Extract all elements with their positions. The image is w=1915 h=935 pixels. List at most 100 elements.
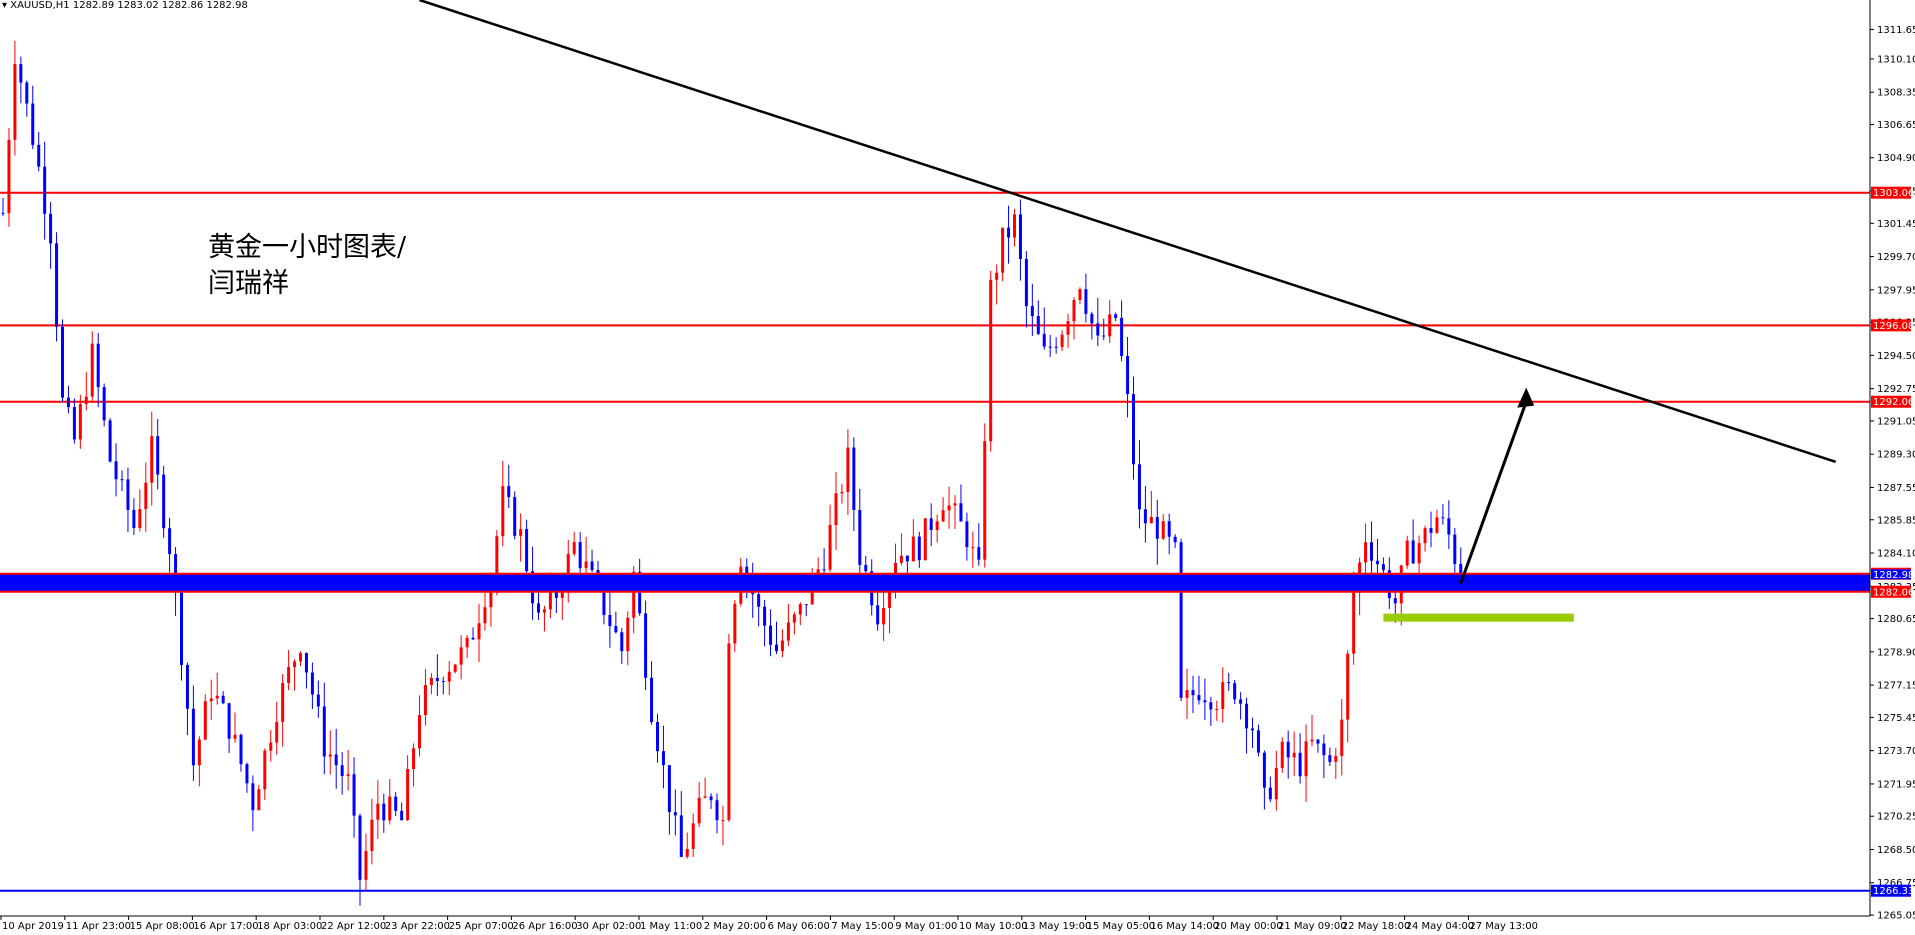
bear-candle xyxy=(602,581,606,615)
bull-candle xyxy=(477,623,481,640)
bull-candle xyxy=(1435,517,1439,533)
bull-candle xyxy=(697,797,701,824)
drawings xyxy=(419,0,1836,622)
bull-candle xyxy=(626,617,630,652)
y-tick-label: 1284.10 xyxy=(1877,549,1915,560)
bull-candle xyxy=(703,796,707,798)
x-tick-label: 2 May 20:00 xyxy=(704,921,766,932)
bear-candle xyxy=(1007,227,1011,238)
bear-candle xyxy=(745,566,749,577)
bull-candle xyxy=(519,529,523,536)
bear-candle xyxy=(340,765,344,777)
bear-candle xyxy=(1429,528,1433,533)
y-tick-label: 1292.75 xyxy=(1877,384,1915,395)
bull-candle xyxy=(923,518,927,561)
bear-candle xyxy=(644,613,648,678)
bull-candle xyxy=(1417,543,1421,564)
bear-candle xyxy=(763,606,767,626)
bull-candle xyxy=(418,715,421,749)
bull-candle xyxy=(989,279,993,442)
bear-candle xyxy=(1090,313,1094,324)
bull-candle xyxy=(423,685,427,716)
bear-candle xyxy=(959,503,963,522)
level-price-tag-text: 1296.08 xyxy=(1873,321,1914,332)
bear-candle xyxy=(977,547,981,560)
bear-candle xyxy=(1233,683,1237,700)
bull-candle xyxy=(792,614,796,623)
x-tick-label: 30 Apr 02:00 xyxy=(576,921,641,932)
level-price-tag-text: 1266.33 xyxy=(1873,886,1914,897)
bull-candle xyxy=(584,561,588,569)
bear-candle xyxy=(650,677,654,723)
bear-candle xyxy=(1298,752,1302,777)
bull-candle xyxy=(911,536,915,562)
bear-candle xyxy=(715,800,719,821)
bear-candle xyxy=(864,564,868,572)
level-price-tag xyxy=(1871,884,1911,897)
bear-candle xyxy=(578,542,582,569)
bear-candle xyxy=(1173,536,1177,543)
bull-candle xyxy=(447,671,451,682)
x-tick-label: 18 Apr 03:00 xyxy=(257,921,322,932)
bear-candle xyxy=(25,82,29,104)
y-tick-label: 1299.70 xyxy=(1877,252,1915,263)
bear-candle xyxy=(1126,355,1130,395)
bear-candle xyxy=(435,677,439,681)
bull-candle xyxy=(465,637,469,648)
y-tick-label: 1268.50 xyxy=(1877,845,1915,856)
bear-candle xyxy=(775,644,778,652)
bear-candle xyxy=(1251,728,1254,731)
price-axis: 1311.65 1310.10 1308.35 1306.65 1304.90 1303.… xyxy=(1869,0,1915,922)
annotation-line-1: 黄金一小时图表/ xyxy=(208,232,407,263)
bull-candle xyxy=(727,643,731,820)
bear-candle xyxy=(1018,214,1022,259)
bull-candle xyxy=(1334,755,1338,762)
bear-candle xyxy=(1239,699,1243,704)
bear-candle xyxy=(1197,695,1201,701)
bull-candle xyxy=(1072,300,1076,322)
bull-candle xyxy=(1292,752,1296,758)
bull-candle xyxy=(483,607,487,624)
bull-candle xyxy=(90,343,94,397)
bear-candle xyxy=(322,706,326,757)
bull-candle xyxy=(370,819,374,851)
symbol-name: XAUUSD,H1 xyxy=(10,0,70,11)
y-tick-label: 1277.15 xyxy=(1877,681,1915,692)
bear-candle xyxy=(965,521,969,548)
bull-candle xyxy=(1280,741,1284,768)
bull-candle xyxy=(542,609,546,613)
bull-candle xyxy=(560,588,564,598)
level-price-tag xyxy=(1871,585,1911,598)
x-tick-label: 25 Apr 07:00 xyxy=(449,921,514,932)
bear-candle xyxy=(1167,521,1171,537)
dropdown-triangle-icon[interactable]: ▾ xyxy=(2,0,8,11)
bear-candle xyxy=(1,212,5,214)
x-tick-label: 23 Apr 22:00 xyxy=(385,921,450,932)
bear-candle xyxy=(673,812,677,816)
x-tick-label: 1 May 11:00 xyxy=(640,921,702,932)
bull-candle xyxy=(346,774,350,777)
bull-candle xyxy=(786,622,790,641)
current-price-tag-text: 1282.98 xyxy=(1873,570,1914,581)
x-tick-label: 21 May 09:00 xyxy=(1278,921,1347,932)
x-tick-label: 13 May 19:00 xyxy=(1023,921,1092,932)
bull-candle xyxy=(364,850,368,880)
bull-candle xyxy=(1108,314,1112,337)
bear-candle xyxy=(1286,741,1290,758)
support-zone-band xyxy=(0,573,1870,592)
bear-candle xyxy=(19,64,23,83)
symbol-label: ▾ XAUUSD,H1 1282.89 1283.02 1282.86 1282… xyxy=(2,0,248,11)
x-tick-label: 22 May 18:00 xyxy=(1342,921,1411,932)
bull-candle xyxy=(150,436,154,483)
y-tick-label: 1291.05 xyxy=(1877,416,1915,427)
bull-candle xyxy=(840,491,844,494)
candlesticks xyxy=(1,40,1463,906)
bear-candle xyxy=(37,144,41,167)
bear-candle xyxy=(679,815,683,857)
bear-candle xyxy=(102,387,106,421)
level-price-tag xyxy=(1871,395,1911,408)
bull-candle xyxy=(412,748,416,769)
bull-candle xyxy=(1060,334,1064,348)
